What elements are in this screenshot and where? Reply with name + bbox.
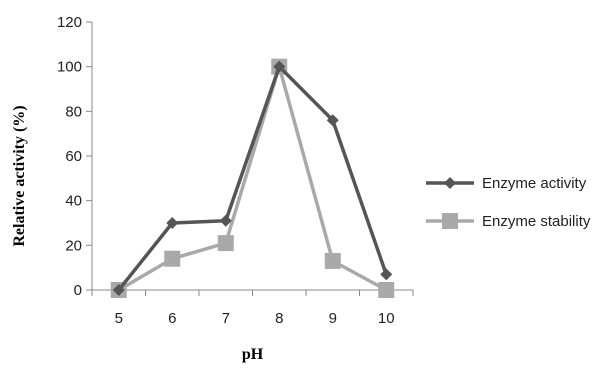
data-point bbox=[324, 252, 341, 269]
x-tick-label: 10 bbox=[378, 310, 395, 327]
y-tick-label: 0 bbox=[74, 282, 82, 299]
data-point bbox=[326, 114, 339, 127]
legend-item: Enzyme stability bbox=[426, 213, 591, 230]
x-tick-label: 8 bbox=[275, 310, 283, 327]
y-axis: 0 20 40 60 80 100 120 bbox=[57, 14, 93, 299]
y-tick-label: 40 bbox=[65, 193, 82, 210]
x-tick-label: 7 bbox=[222, 310, 230, 327]
y-axis-title: Relative activity (%) bbox=[11, 105, 28, 246]
x-tick-label: 5 bbox=[115, 310, 123, 327]
series-2 bbox=[110, 58, 395, 298]
data-point bbox=[166, 217, 179, 229]
x-axis-title: pH bbox=[242, 346, 264, 363]
data-point bbox=[164, 250, 181, 267]
legend-item: Enzyme activity bbox=[426, 175, 587, 192]
y-tick-label: 20 bbox=[65, 237, 82, 254]
series-1 bbox=[112, 60, 393, 296]
y-tick-label: 80 bbox=[65, 103, 82, 120]
data-point bbox=[380, 268, 393, 281]
data-point bbox=[217, 235, 234, 252]
data-point bbox=[112, 284, 125, 296]
series-line bbox=[117, 64, 388, 292]
legend-label: Enzyme activity bbox=[482, 175, 587, 192]
series-line bbox=[117, 64, 388, 292]
data-point bbox=[219, 214, 232, 227]
x-tick-label: 9 bbox=[329, 310, 337, 327]
x-tick-label: 6 bbox=[168, 310, 176, 327]
legend-marker bbox=[444, 177, 456, 189]
data-point bbox=[273, 60, 286, 73]
y-tick-label: 100 bbox=[57, 59, 82, 76]
series-layer bbox=[110, 58, 395, 298]
legend-label: Enzyme stability bbox=[482, 213, 591, 230]
x-axis: 5 6 7 8 9 10 bbox=[91, 289, 414, 327]
legend: Enzyme activity Enzyme stability bbox=[426, 175, 591, 230]
legend-marker bbox=[442, 213, 458, 229]
y-tick-label: 60 bbox=[65, 148, 82, 165]
data-point bbox=[378, 282, 395, 298]
y-tick-label: 120 bbox=[57, 14, 82, 31]
